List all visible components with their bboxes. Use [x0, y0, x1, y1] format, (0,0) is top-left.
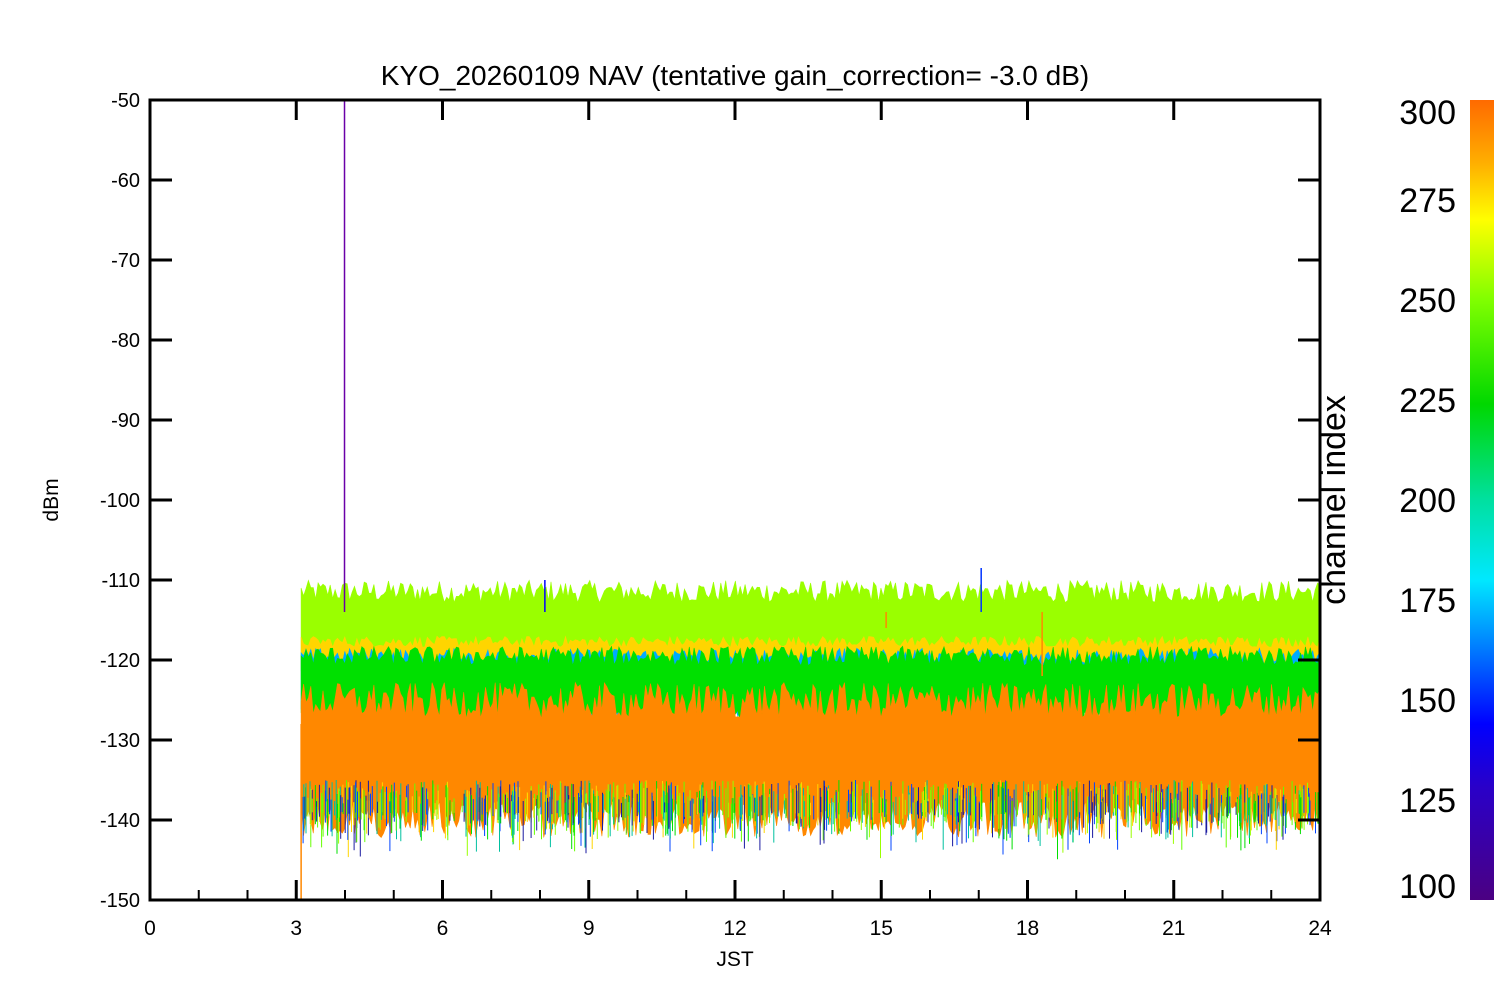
- x-tick-label: 18: [1016, 917, 1039, 940]
- colorbar-label: channel index: [1315, 395, 1353, 605]
- y-tick-label: -110: [101, 570, 140, 592]
- y-tick-label: -130: [100, 730, 140, 752]
- chart-title: KYO_20260109 NAV (tentative gain_correct…: [381, 60, 1089, 91]
- colorbar-tick-label: 175: [1399, 582, 1456, 620]
- y-tick-label: -60: [111, 170, 140, 192]
- x-tick-label: 3: [290, 917, 302, 940]
- colorbar-tick-label: 300: [1399, 94, 1456, 132]
- noise-fringe: [302, 780, 1320, 860]
- colorbar: [1470, 100, 1494, 900]
- x-tick-label: 24: [1308, 917, 1332, 940]
- x-tick-label: 6: [437, 917, 449, 940]
- x-tick-label: 9: [583, 917, 595, 940]
- y-tick-label: -50: [111, 90, 140, 112]
- colorbar-tick-label: 225: [1399, 382, 1456, 420]
- y-axis-label: dBm: [40, 478, 63, 521]
- colorbar-ticks: 300 275 250 225 200 175 150 125 100: [1399, 94, 1456, 906]
- data-layer: [300, 100, 1320, 900]
- y-tick-label: -80: [111, 330, 140, 352]
- y-tick-label: -120: [100, 650, 140, 672]
- x-tick-label: 15: [870, 917, 893, 940]
- x-axis-label: JST: [716, 948, 754, 971]
- y-tick-label: -70: [111, 250, 140, 272]
- x-tick-label: 21: [1162, 917, 1185, 940]
- y-tick-label: -90: [111, 410, 140, 432]
- y-tick-label: -150: [100, 890, 140, 912]
- colorbar-tick-label: 125: [1399, 782, 1456, 820]
- x-tick-label: 12: [723, 917, 746, 940]
- y-tick-label: -100: [100, 490, 140, 512]
- y-tick-label: -140: [100, 810, 140, 832]
- colorbar-tick-label: 250: [1399, 282, 1456, 320]
- colorbar-tick-label: 200: [1399, 482, 1456, 520]
- x-tick-label: 0: [144, 917, 156, 940]
- colorbar-tick-label: 150: [1399, 682, 1456, 720]
- colorbar-tick-label: 100: [1399, 868, 1456, 906]
- colorbar-tick-label: 275: [1399, 182, 1456, 220]
- axes-layer: 0 3 6 9 12 15 18 21 24 -50 -60 -70 -80 -90 -100 -110 -12…: [100, 90, 1332, 940]
